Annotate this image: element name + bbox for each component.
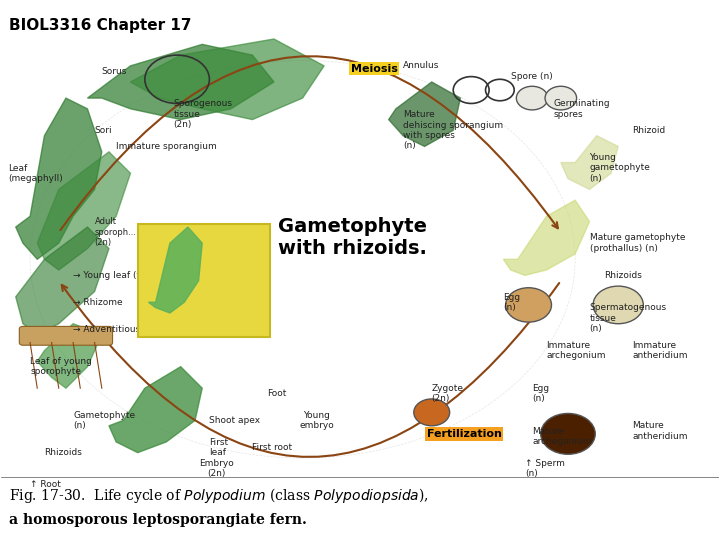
Polygon shape	[503, 200, 590, 275]
FancyBboxPatch shape	[138, 224, 270, 337]
Text: First root: First root	[253, 443, 292, 452]
Text: a homosporous leptosporangiate fern.: a homosporous leptosporangiate fern.	[9, 513, 307, 527]
Polygon shape	[37, 323, 102, 388]
Polygon shape	[130, 39, 324, 119]
Text: Adult
sporoph...
(2n): Adult sporoph... (2n)	[94, 218, 137, 247]
Text: Immature
antheridium: Immature antheridium	[633, 341, 688, 360]
Polygon shape	[37, 152, 130, 270]
Text: Embryo
(2n): Embryo (2n)	[199, 459, 234, 478]
Text: → Adventitious roots: → Adventitious roots	[73, 325, 166, 334]
Circle shape	[593, 286, 643, 323]
Text: Germinating
spores: Germinating spores	[554, 99, 611, 119]
Text: First
leaf: First leaf	[210, 437, 228, 457]
Text: Young
embryo: Young embryo	[300, 411, 334, 430]
Text: Gametophyte
with rhizoids.: Gametophyte with rhizoids.	[277, 217, 426, 258]
Polygon shape	[16, 227, 109, 334]
Text: Spermatogenous
tissue
(n): Spermatogenous tissue (n)	[590, 303, 667, 333]
FancyBboxPatch shape	[19, 326, 112, 345]
Text: Sorus: Sorus	[102, 67, 127, 76]
Polygon shape	[87, 44, 274, 119]
Text: Foot: Foot	[267, 389, 286, 398]
Text: Leaf of young
sporophyte: Leaf of young sporophyte	[30, 357, 92, 376]
Text: Mature
dehiscing sporangium
with spores
(n): Mature dehiscing sporangium with spores …	[403, 110, 503, 151]
Text: Egg
(n): Egg (n)	[532, 384, 549, 403]
Text: ↑ Root: ↑ Root	[30, 481, 61, 489]
Polygon shape	[109, 367, 202, 453]
Text: Zygote
(2n): Zygote (2n)	[432, 384, 464, 403]
Text: Rhizoid: Rhizoid	[633, 126, 666, 135]
Text: Annulus: Annulus	[403, 62, 439, 70]
Circle shape	[414, 399, 450, 426]
Text: Rhizoids: Rhizoids	[45, 448, 82, 457]
Text: Immature sporangium: Immature sporangium	[116, 142, 217, 151]
Circle shape	[516, 86, 548, 110]
Text: BIOL3316 Chapter 17: BIOL3316 Chapter 17	[9, 17, 191, 32]
Text: Shoot apex: Shoot apex	[210, 416, 261, 425]
Polygon shape	[16, 98, 102, 259]
Text: Sporogenous
tissue
(2n): Sporogenous tissue (2n)	[174, 99, 233, 129]
Circle shape	[505, 288, 552, 322]
Circle shape	[545, 86, 577, 110]
Polygon shape	[148, 227, 202, 313]
Text: Immature
archegonium: Immature archegonium	[546, 341, 606, 360]
Text: ↑ Sperm
(n): ↑ Sperm (n)	[525, 459, 564, 478]
Text: Young
gametophyte
(n): Young gametophyte (n)	[590, 153, 650, 183]
Polygon shape	[561, 136, 618, 190]
Circle shape	[541, 414, 595, 454]
Text: Spore (n): Spore (n)	[510, 72, 552, 81]
Text: Leaf
(megaphyll): Leaf (megaphyll)	[9, 164, 63, 183]
Text: Rhizoids: Rhizoids	[604, 271, 642, 280]
Text: Fertilization: Fertilization	[426, 429, 501, 439]
Text: Mature gametophyte
(prothallus) (n): Mature gametophyte (prothallus) (n)	[590, 233, 685, 253]
Text: → Young leaf (fiddlehead): → Young leaf (fiddlehead)	[73, 271, 189, 280]
Text: Fig. 17-30.  Life cycle of $\it{Polypodium}$ (class $\it{Polypodiopsida}$),: Fig. 17-30. Life cycle of $\it{Polypodiu…	[9, 486, 428, 505]
Text: → Rhizome: → Rhizome	[73, 298, 122, 307]
Text: Gametophyte
(n): Gametophyte (n)	[73, 411, 135, 430]
Text: Egg
(n): Egg (n)	[503, 293, 521, 312]
Text: Meiosis: Meiosis	[351, 64, 397, 73]
Text: Sori: Sori	[94, 126, 112, 135]
Polygon shape	[389, 82, 460, 146]
Text: Mature
antheridium: Mature antheridium	[633, 421, 688, 441]
Text: Mature
archegonium: Mature archegonium	[532, 427, 592, 446]
